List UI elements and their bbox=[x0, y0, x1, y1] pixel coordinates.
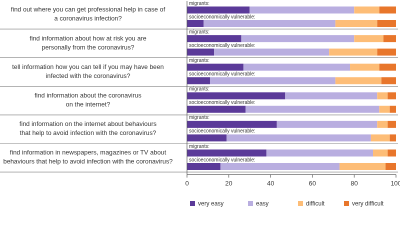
bar-segment bbox=[383, 35, 396, 43]
bar-segment bbox=[187, 77, 210, 85]
legend-swatch bbox=[298, 201, 303, 206]
group-label: socioeconomically vulnerable: bbox=[189, 157, 255, 163]
bar-segment bbox=[329, 48, 378, 56]
bar-segment bbox=[187, 134, 227, 142]
question-label: on the internet? bbox=[66, 101, 111, 108]
group-label: socioeconomically vulnerable: bbox=[189, 14, 255, 20]
bar-segment bbox=[350, 63, 380, 71]
question-label: find information in newspapers, magazine… bbox=[10, 150, 166, 157]
group-label: socioeconomically vulnerable: bbox=[189, 43, 255, 49]
bar-segment bbox=[385, 163, 396, 170]
x-tick-label: 60 bbox=[309, 180, 317, 187]
group-label: migrants: bbox=[189, 1, 210, 7]
x-tick-label: 20 bbox=[225, 180, 233, 187]
group-label: migrants: bbox=[189, 144, 210, 150]
bar-segment bbox=[187, 63, 244, 71]
bar-segment bbox=[377, 120, 388, 128]
group-label: socioeconomically vulnerable: bbox=[189, 100, 255, 106]
bar-segment bbox=[187, 149, 267, 157]
bar-segment bbox=[354, 6, 380, 14]
group-label: migrants: bbox=[189, 58, 210, 64]
bar-segment bbox=[335, 77, 382, 85]
question-label: a coronavirus infection? bbox=[54, 16, 122, 23]
question-label: find information about the coronavirus bbox=[35, 92, 142, 99]
bar-segment bbox=[249, 6, 355, 14]
legend-label: difficult bbox=[306, 202, 325, 208]
legend-label: very difficult bbox=[352, 202, 384, 208]
x-tick-label: 100 bbox=[391, 180, 400, 187]
bar-segment bbox=[266, 149, 374, 157]
bar-segment bbox=[379, 105, 390, 113]
legend-swatch bbox=[248, 201, 253, 206]
bar-segment bbox=[187, 20, 204, 27]
bar-segment bbox=[187, 163, 221, 170]
bar-segment bbox=[379, 6, 396, 14]
bar-segment bbox=[354, 35, 384, 43]
bar-segment bbox=[389, 134, 396, 142]
bar-segment bbox=[203, 20, 336, 27]
question-label: personally from the coronavirus? bbox=[42, 44, 135, 51]
question-label: find information on the internet about b… bbox=[19, 121, 156, 128]
bar-segment bbox=[187, 35, 242, 43]
bar-segment bbox=[220, 163, 340, 170]
x-tick-label: 0 bbox=[185, 180, 189, 187]
bar-segment bbox=[276, 120, 378, 128]
bar-segment bbox=[187, 92, 286, 100]
legend-label: very easy bbox=[198, 202, 224, 208]
bar-segment bbox=[187, 105, 246, 113]
question-label: find out where you can get professional … bbox=[11, 7, 165, 14]
bar-segment bbox=[370, 134, 390, 142]
question-label: behaviours that help to avoid infection … bbox=[3, 159, 173, 166]
legend-swatch bbox=[344, 201, 349, 206]
question-label: infected with the coronavirus? bbox=[46, 73, 131, 80]
bar-segment bbox=[187, 120, 277, 128]
group-label: socioeconomically vulnerable: bbox=[189, 72, 255, 78]
x-tick-label: 40 bbox=[267, 180, 275, 187]
question-label: that help to avoid infection with the co… bbox=[20, 130, 157, 137]
chart: find out where you can get professional … bbox=[0, 1, 400, 208]
bar-segment bbox=[339, 163, 386, 170]
bar-segment bbox=[285, 92, 378, 100]
group-label: socioeconomically vulnerable: bbox=[189, 129, 255, 135]
group-label: migrants: bbox=[189, 115, 210, 121]
bar-segment bbox=[187, 6, 250, 14]
x-tick-label: 80 bbox=[351, 180, 359, 187]
legend-swatch bbox=[190, 201, 195, 206]
bar-segment bbox=[243, 63, 351, 71]
bar-segment bbox=[187, 48, 215, 56]
bar-segment bbox=[209, 77, 336, 85]
bar-segment bbox=[241, 35, 355, 43]
bar-segment bbox=[226, 134, 371, 142]
bar-segment bbox=[387, 120, 396, 128]
bar-segment bbox=[389, 105, 396, 113]
bar-segment bbox=[379, 63, 396, 71]
bar-segment bbox=[214, 48, 330, 56]
bar-segment bbox=[387, 149, 396, 157]
bar-segment bbox=[377, 48, 396, 56]
bar-segment bbox=[373, 149, 388, 157]
bar-segment bbox=[387, 92, 396, 100]
question-label: tell information how you can tell if you… bbox=[12, 64, 164, 71]
group-label: migrants: bbox=[189, 87, 210, 93]
bar-segment bbox=[245, 105, 380, 113]
question-label: find information about how at risk you a… bbox=[30, 35, 147, 42]
group-label: migrants: bbox=[189, 29, 210, 35]
bar-segment bbox=[377, 20, 396, 27]
bar-segment bbox=[377, 92, 388, 100]
bar-segment bbox=[335, 20, 378, 27]
bar-segment bbox=[381, 77, 396, 85]
legend-label: easy bbox=[256, 202, 269, 208]
